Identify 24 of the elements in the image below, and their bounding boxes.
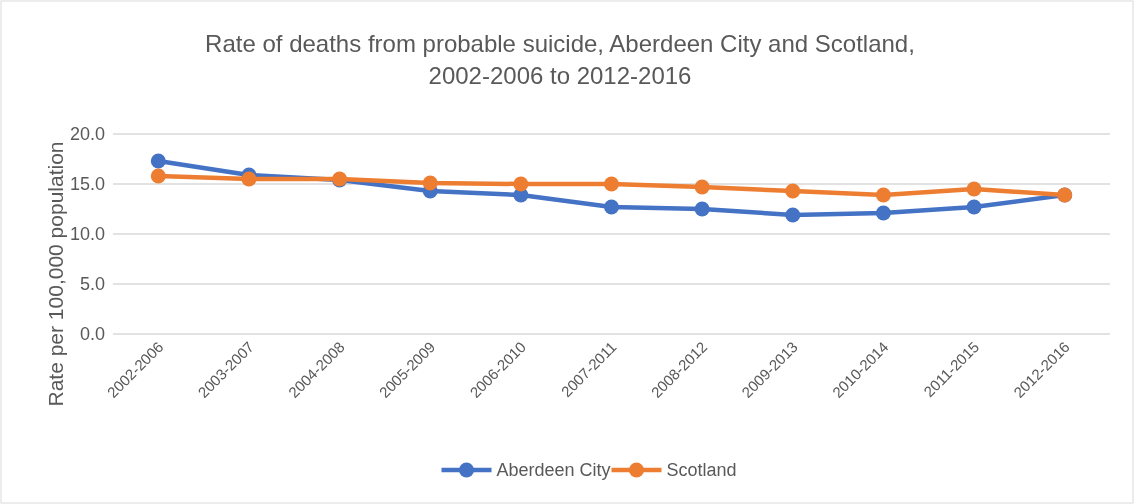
y-axis-title: Rate per 100,000 population (44, 141, 67, 407)
point (875, 205, 891, 221)
point (785, 183, 801, 199)
legend-label: Aberdeen City (496, 460, 611, 481)
point (150, 168, 166, 184)
y-tick-label: 20.0 (69, 124, 105, 145)
y-tick-label: 15.0 (69, 174, 105, 195)
point (150, 153, 166, 169)
point (966, 199, 982, 215)
point (604, 176, 619, 192)
y-tick-label: 0.0 (79, 324, 105, 345)
point (694, 179, 710, 195)
point (694, 201, 710, 217)
point (785, 207, 801, 223)
y-tick-label: 5.0 (79, 274, 105, 295)
point (604, 199, 619, 215)
point (966, 181, 982, 197)
point (513, 176, 529, 192)
point (422, 175, 438, 191)
y-tick-label: 10.0 (69, 224, 105, 245)
point (241, 171, 257, 187)
point (875, 187, 891, 203)
chart-title: Rate of deaths from probable suicide, Aberdeen City and Scotland, 2002-2006 to 2012-2016 (205, 30, 915, 89)
legend-label: Scotland (666, 460, 737, 481)
